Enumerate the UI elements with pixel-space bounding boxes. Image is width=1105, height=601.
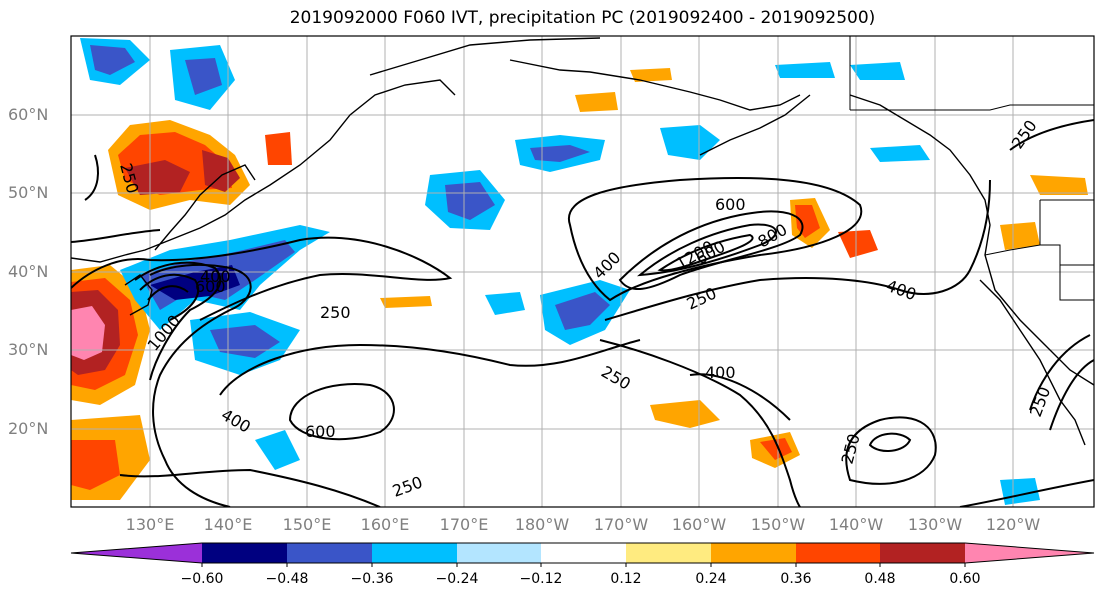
colorbar-extend-high <box>965 543 1094 563</box>
plot-frame <box>70 35 1095 508</box>
contour-label: 250 <box>1026 384 1054 419</box>
colorbar-segment <box>372 543 457 563</box>
colorbar-segment <box>796 543 880 563</box>
ivt-contours <box>71 119 1094 507</box>
colorbar-segment <box>457 543 541 563</box>
contour-label: 600 <box>195 277 226 296</box>
lon-label: 170°E <box>439 515 489 534</box>
contour-label: 400 <box>200 267 231 286</box>
lon-label: 140°E <box>203 515 253 534</box>
colorbar-tick-label: 0.60 <box>949 571 981 587</box>
contour-label: 250 <box>320 303 351 322</box>
lat-label: 50°N <box>8 183 49 202</box>
lon-label: 150°W <box>750 515 806 534</box>
colorbar-tick-label: −0.36 <box>350 571 394 587</box>
colorbar-segment <box>880 543 965 563</box>
colorbar-tick-label: −0.24 <box>435 571 479 587</box>
colorbar-tick-label: −0.48 <box>265 571 309 587</box>
lat-label: 20°N <box>8 419 49 438</box>
lon-label: 140°W <box>828 515 884 534</box>
colorbar-extend-low <box>71 543 202 563</box>
contour-label: 250 <box>390 472 425 500</box>
contour-label: 400 <box>705 363 736 382</box>
contour-label: 400 <box>884 276 919 304</box>
lon-label: 160°E <box>360 515 410 534</box>
contour-label: 600 <box>715 195 746 214</box>
colorbar <box>70 542 1095 567</box>
colorbar-segment <box>287 543 372 563</box>
map-plot-area: 250 600 400 250 1000 600 400 250 1200 60… <box>71 36 1094 507</box>
lon-label: 160°W <box>671 515 727 534</box>
precip-fill-layer <box>71 38 1088 505</box>
colorbar-tick-label: −0.12 <box>519 571 563 587</box>
colorbar-segment <box>541 543 626 563</box>
colorbar-tick-label: −0.60 <box>180 571 224 587</box>
lon-label: 180°W <box>514 515 570 534</box>
contour-label: 250 <box>838 432 864 466</box>
colorbar-segment <box>711 543 796 563</box>
colorbar-tick-label: 0.48 <box>864 571 896 587</box>
lon-label: 170°W <box>593 515 649 534</box>
colorbar-segment <box>626 543 711 563</box>
colorbar-tick-label: 0.36 <box>780 571 812 587</box>
contour-label: 400 <box>589 248 624 283</box>
colorbar-tick-label: 0.24 <box>695 571 727 587</box>
contour-label: 600 <box>305 422 336 441</box>
lon-label: 130°W <box>907 515 963 534</box>
lat-label: 30°N <box>8 340 49 359</box>
contour-label: 250 <box>598 362 634 394</box>
borders <box>849 36 1094 301</box>
lon-label: 130°E <box>125 515 175 534</box>
lat-label: 60°N <box>8 105 49 124</box>
colorbar-tick-label: 0.12 <box>610 571 642 587</box>
map-title: 2019092000 F060 IVT, precipitation PC (2… <box>289 8 876 28</box>
colorbar-segment <box>202 543 287 563</box>
contour-label: 250 <box>684 283 720 313</box>
lon-label: 120°W <box>985 515 1041 534</box>
contour-label: 400 <box>218 405 254 437</box>
graticule <box>71 36 1094 507</box>
lon-label: 150°E <box>282 515 332 534</box>
lat-label: 40°N <box>8 262 49 281</box>
